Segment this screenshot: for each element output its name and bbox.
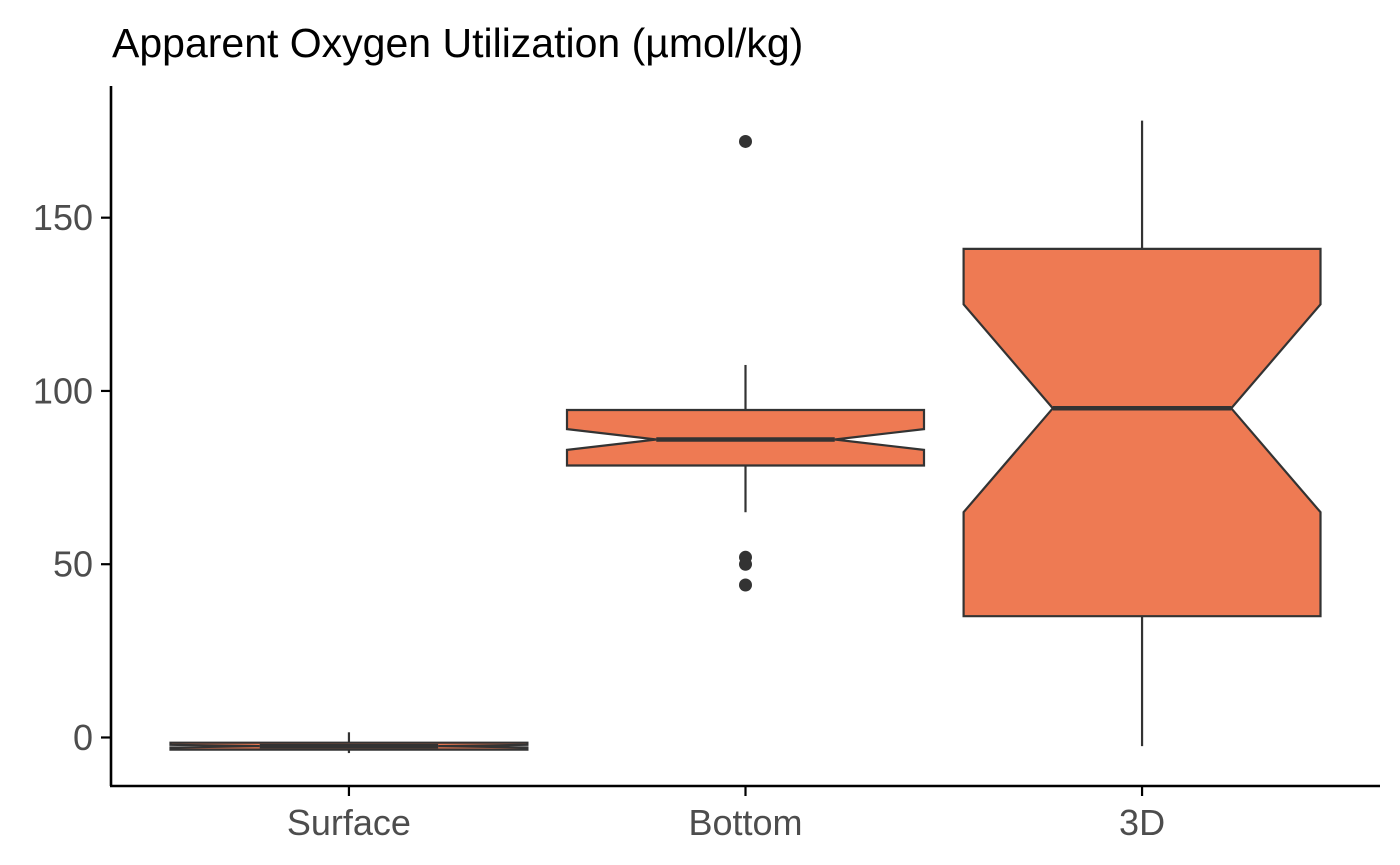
- box-bottom: [565, 134, 926, 592]
- outlier-point: [739, 578, 752, 592]
- y-tick-label: 50: [53, 544, 93, 585]
- plot-area: [169, 120, 1322, 754]
- notched-box: [962, 247, 1322, 618]
- box-3d: [962, 120, 1322, 747]
- y-axis: 0 50 100 150: [33, 197, 111, 758]
- chart-title: Apparent Oxygen Utilization (µmol/kg): [112, 20, 803, 66]
- box-surface: [169, 732, 529, 754]
- outlier-point: [739, 134, 752, 148]
- x-tick-label: Bottom: [688, 802, 802, 843]
- x-tick-label: 3D: [1119, 802, 1165, 843]
- y-tick-label: 0: [73, 717, 93, 758]
- x-tick-label: Surface: [287, 802, 411, 843]
- y-tick-label: 100: [33, 370, 93, 411]
- y-tick-label: 150: [33, 197, 93, 238]
- outlier-point: [739, 557, 752, 571]
- x-axis: Surface Bottom 3D: [287, 786, 1165, 843]
